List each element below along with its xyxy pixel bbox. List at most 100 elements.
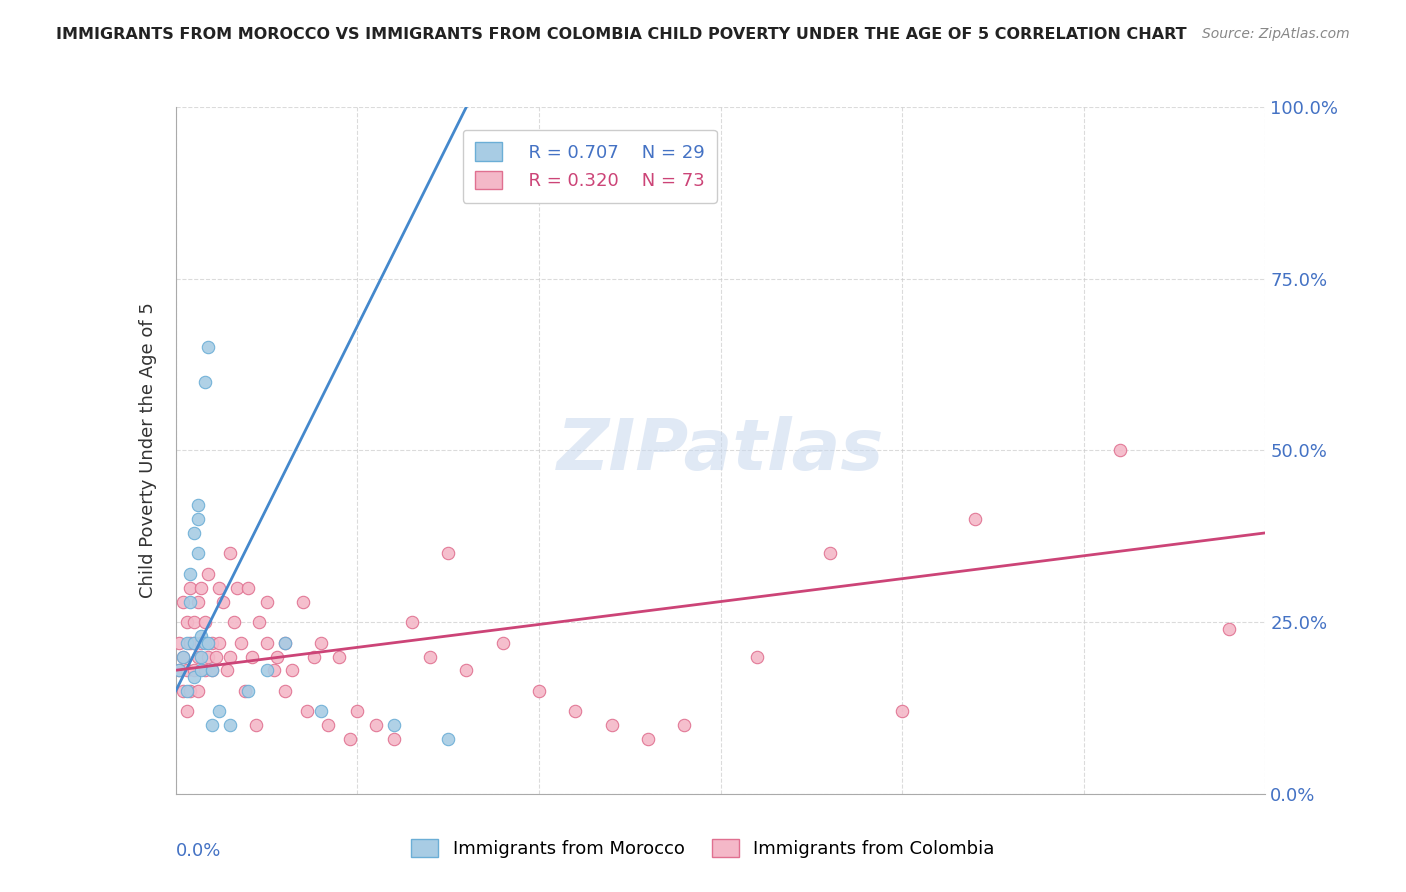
Point xyxy=(818,546,841,561)
Point xyxy=(183,615,205,630)
Point xyxy=(600,718,623,732)
Point xyxy=(172,649,194,664)
Point xyxy=(437,546,460,561)
Point xyxy=(219,718,242,732)
Point xyxy=(492,636,515,650)
Point xyxy=(194,615,217,630)
Point xyxy=(183,525,205,540)
Point xyxy=(172,594,194,608)
Point xyxy=(245,718,267,732)
Point xyxy=(179,594,201,608)
Point xyxy=(295,705,318,719)
Point xyxy=(201,636,224,650)
Point xyxy=(328,649,350,664)
Legend:   R = 0.707    N = 29,   R = 0.320    N = 73: R = 0.707 N = 29, R = 0.320 N = 73 xyxy=(463,130,717,202)
Point xyxy=(437,731,460,746)
Point xyxy=(190,629,212,643)
Point xyxy=(176,683,198,698)
Point xyxy=(208,705,231,719)
Point xyxy=(201,663,224,677)
Point xyxy=(197,649,219,664)
Point xyxy=(240,649,263,664)
Point xyxy=(194,636,217,650)
Point xyxy=(190,649,212,664)
Point xyxy=(208,636,231,650)
Legend: Immigrants from Morocco, Immigrants from Colombia: Immigrants from Morocco, Immigrants from… xyxy=(404,831,1002,865)
Point xyxy=(190,663,212,677)
Point xyxy=(745,649,768,664)
Point xyxy=(183,663,205,677)
Point xyxy=(172,649,194,664)
Point xyxy=(309,636,332,650)
Point xyxy=(176,615,198,630)
Text: 0.0%: 0.0% xyxy=(176,842,221,860)
Y-axis label: Child Poverty Under the Age of 5: Child Poverty Under the Age of 5 xyxy=(139,302,157,599)
Point xyxy=(339,731,361,746)
Point xyxy=(309,705,332,719)
Point xyxy=(176,705,198,719)
Point xyxy=(179,636,201,650)
Point xyxy=(263,663,285,677)
Point xyxy=(219,649,242,664)
Point xyxy=(274,636,297,650)
Point xyxy=(176,663,198,677)
Point xyxy=(176,636,198,650)
Point xyxy=(274,683,297,698)
Point xyxy=(238,683,260,698)
Point xyxy=(179,581,201,595)
Point xyxy=(256,663,278,677)
Point xyxy=(197,340,219,354)
Point xyxy=(169,663,191,677)
Point xyxy=(183,636,205,650)
Point xyxy=(281,663,304,677)
Point xyxy=(179,567,201,582)
Point xyxy=(401,615,423,630)
Text: Source: ZipAtlas.com: Source: ZipAtlas.com xyxy=(1202,27,1350,41)
Point xyxy=(169,636,191,650)
Point xyxy=(186,546,209,561)
Point xyxy=(274,636,297,650)
Point xyxy=(186,649,209,664)
Point xyxy=(201,663,224,677)
Point xyxy=(197,567,219,582)
Point xyxy=(527,683,550,698)
Point xyxy=(302,649,325,664)
Point xyxy=(456,663,478,677)
Point xyxy=(190,636,212,650)
Point xyxy=(219,546,242,561)
Point xyxy=(186,512,209,526)
Point xyxy=(419,649,441,664)
Point xyxy=(201,718,224,732)
Point xyxy=(564,705,586,719)
Point xyxy=(212,594,235,608)
Point xyxy=(183,636,205,650)
Point xyxy=(222,615,245,630)
Point xyxy=(169,663,191,677)
Point xyxy=(186,594,209,608)
Point xyxy=(194,375,217,389)
Point xyxy=(197,636,219,650)
Point xyxy=(226,581,249,595)
Point xyxy=(318,718,340,732)
Point xyxy=(204,649,226,664)
Point xyxy=(247,615,270,630)
Point xyxy=(291,594,314,608)
Point xyxy=(963,512,986,526)
Point xyxy=(382,718,405,732)
Point xyxy=(256,594,278,608)
Point xyxy=(215,663,238,677)
Point xyxy=(179,683,201,698)
Point xyxy=(231,636,253,650)
Point xyxy=(637,731,659,746)
Point xyxy=(364,718,387,732)
Point xyxy=(190,581,212,595)
Point xyxy=(1109,443,1132,458)
Point xyxy=(238,581,260,595)
Point xyxy=(256,636,278,650)
Point xyxy=(186,683,209,698)
Point xyxy=(673,718,696,732)
Text: IMMIGRANTS FROM MOROCCO VS IMMIGRANTS FROM COLOMBIA CHILD POVERTY UNDER THE AGE : IMMIGRANTS FROM MOROCCO VS IMMIGRANTS FR… xyxy=(56,27,1187,42)
Point xyxy=(1218,622,1240,636)
Point xyxy=(266,649,288,664)
Point xyxy=(346,705,368,719)
